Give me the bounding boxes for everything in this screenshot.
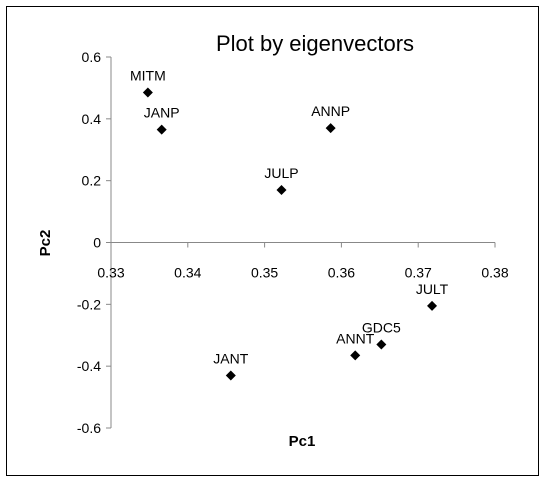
y-tick-label: 0.2 [82, 173, 102, 189]
x-tick-label: 0.36 [328, 265, 355, 281]
data-point-label: ANNP [311, 103, 350, 119]
data-point-label: GDC5 [362, 320, 401, 336]
y-tick-label: 0.4 [82, 111, 102, 127]
chart-frame [6, 6, 539, 476]
x-axis: 0.33 0.34 0.35 0.36 0.37 0.38 [97, 242, 509, 281]
data-point-marker [276, 184, 287, 195]
data-point-label: ANNT [336, 330, 375, 346]
y-axis-label: Pc2 [37, 230, 54, 257]
x-tick-label: 0.38 [481, 265, 508, 281]
data-point-marker [142, 87, 153, 98]
data-point-marker [325, 123, 336, 134]
x-tick-label: 0.37 [405, 265, 432, 281]
x-tick-label: 0.33 [97, 265, 124, 281]
x-tick-label: 0.34 [174, 265, 201, 281]
y-tick-label: -0.4 [77, 358, 101, 374]
x-tick-label: 0.35 [251, 265, 278, 281]
data-point-marker [350, 350, 361, 361]
data-point-label: JANT [213, 350, 248, 366]
y-axis: 0.6 0.4 0.2 0 -0.2 -0.4 -0.6 [77, 49, 112, 436]
data-point-label: JULP [264, 165, 298, 181]
y-tick-label: 0 [93, 235, 101, 251]
y-tick-label: 0.6 [82, 49, 102, 65]
y-tick-label: -0.6 [77, 420, 101, 436]
data-point-marker [427, 300, 438, 311]
data-point-label: MITM [130, 68, 166, 84]
data-point-marker [225, 370, 236, 381]
data-point-marker [156, 124, 167, 135]
data-point-label: JULT [416, 281, 449, 297]
chart-title: Plot by eigenvectors [216, 31, 414, 56]
data-point-marker [376, 339, 387, 350]
data-point-label: JANP [144, 105, 180, 121]
x-axis-label: Pc1 [289, 433, 316, 450]
y-tick-label: -0.2 [77, 296, 101, 312]
